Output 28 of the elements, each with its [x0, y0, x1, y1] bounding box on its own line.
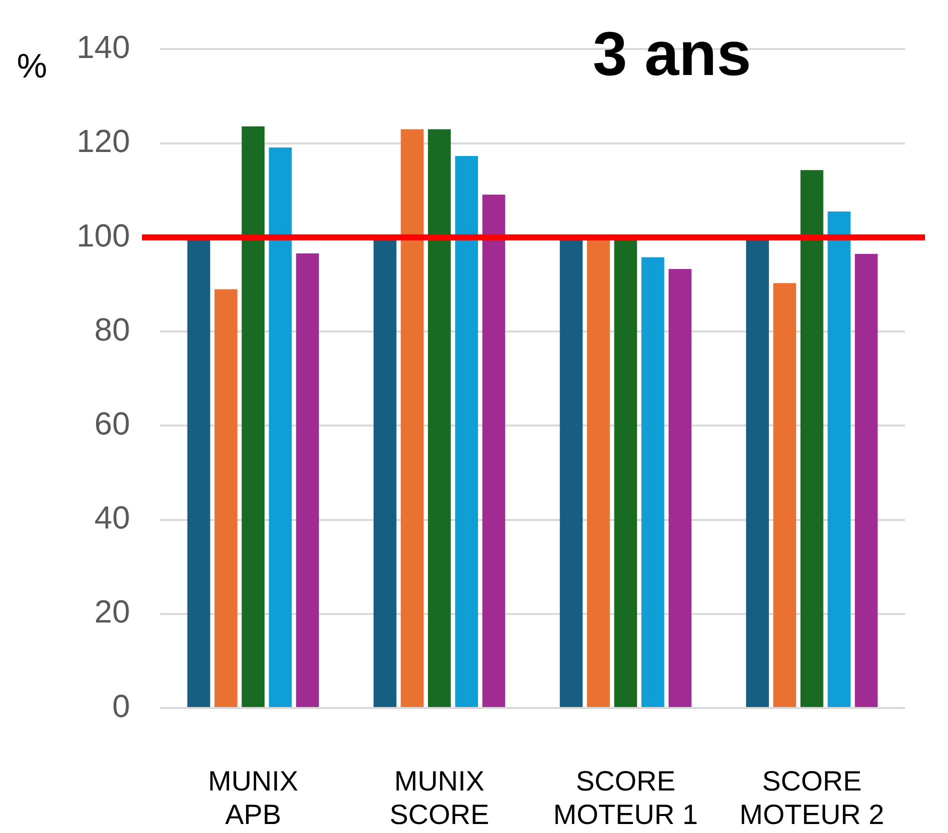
x-tick-label: SCORE MOTEUR 2: [740, 766, 884, 830]
bar: [800, 170, 824, 707]
chart-title: 3 ans: [592, 20, 752, 90]
y-tick-label: 80: [94, 311, 130, 348]
x-tick-label: MUNIX SCORE: [390, 766, 490, 830]
bar: [268, 148, 292, 707]
bar: [428, 129, 451, 707]
x-tick-label: SCORE MOTEUR 1: [553, 766, 698, 830]
y-tick-label: 120: [76, 123, 130, 160]
y-tick-label: 0: [112, 688, 130, 724]
y-axis-title: %: [16, 47, 48, 86]
bar: [828, 212, 850, 707]
bar: [400, 129, 424, 707]
y-tick-label: 40: [94, 500, 130, 536]
y-tick-label: 100: [76, 217, 130, 254]
y-tick-label: 60: [94, 405, 130, 442]
bar: [214, 289, 238, 707]
bar: [641, 257, 664, 707]
x-tick-label: MUNIX APB: [208, 766, 299, 830]
bar: [482, 194, 506, 707]
y-tick-label: 140: [76, 29, 130, 66]
bar: [773, 283, 796, 707]
bar: [455, 156, 478, 707]
bar: [854, 254, 878, 707]
bar: [296, 253, 319, 707]
bar: [668, 268, 692, 707]
bar: [242, 126, 265, 707]
y-tick-label: 20: [94, 594, 130, 630]
